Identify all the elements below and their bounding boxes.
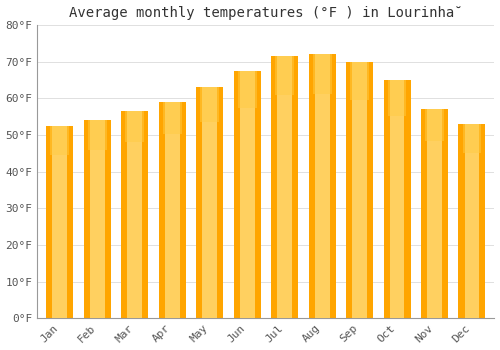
Bar	[90, 120, 105, 318]
Bar	[196, 87, 223, 318]
Bar	[277, 56, 292, 318]
Bar	[390, 80, 404, 318]
Bar	[240, 71, 254, 318]
Bar	[350, 62, 369, 100]
Bar	[421, 109, 448, 318]
Bar	[388, 80, 406, 116]
Title: Average monthly temperatures (°F ) in Lourinhă: Average monthly temperatures (°F ) in Lo…	[69, 6, 462, 20]
Bar	[200, 87, 219, 122]
Bar	[202, 87, 217, 318]
Bar	[128, 111, 142, 318]
Bar	[462, 124, 481, 153]
Bar	[234, 71, 260, 318]
Bar	[159, 102, 186, 318]
Bar	[52, 126, 68, 318]
Bar	[84, 120, 111, 318]
Bar	[163, 102, 182, 134]
Bar	[464, 124, 479, 318]
Bar	[427, 109, 442, 318]
Bar	[458, 124, 485, 318]
Bar	[314, 54, 330, 318]
Bar	[50, 126, 70, 155]
Bar	[165, 102, 180, 318]
Bar	[425, 109, 444, 141]
Bar	[88, 120, 107, 150]
Bar	[384, 80, 410, 318]
Bar	[271, 56, 298, 318]
Bar	[46, 126, 74, 318]
Bar	[312, 54, 332, 94]
Bar	[352, 62, 367, 318]
Bar	[238, 71, 256, 108]
Bar	[308, 54, 336, 318]
Bar	[122, 111, 148, 318]
Bar	[275, 56, 294, 95]
Bar	[126, 111, 144, 142]
Bar	[346, 62, 373, 318]
